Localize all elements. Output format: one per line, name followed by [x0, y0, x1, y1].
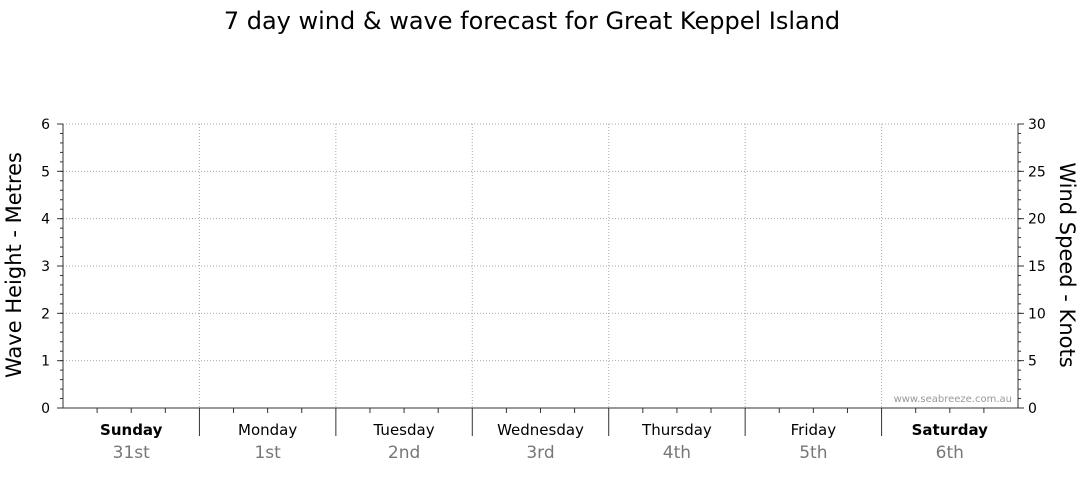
day-name-label: Saturday: [912, 421, 989, 439]
day-name-label: Monday: [238, 421, 297, 439]
left-axis-tick-label: 5: [41, 164, 50, 180]
y-axis-left-label: Wave Height - Metres: [2, 152, 26, 378]
left-axis-tick-label: 6: [41, 117, 50, 133]
chart-title: 7 day wind & wave forecast for Great Kep…: [224, 7, 840, 35]
y-axis-right-label: Wind Speed - Knots: [1055, 162, 1079, 367]
day-name-label: Sunday: [100, 421, 163, 439]
day-name-label: Thursday: [641, 421, 712, 439]
left-axis-tick-label: 2: [41, 306, 50, 322]
left-axis-tick-label: 3: [41, 259, 50, 275]
right-axis-tick-label: 30: [1028, 117, 1046, 133]
day-name-label: Wednesday: [497, 421, 584, 439]
day-label-layer: Sunday 31st Monday 1st Tuesday 2nd Wednesday 3r…: [100, 421, 988, 463]
left-axis-tick-label: 0: [41, 401, 50, 417]
day-date-label: 1st: [254, 443, 281, 463]
right-axis-tick-label: 0: [1028, 401, 1037, 417]
right-axis-tick-label: 10: [1028, 306, 1046, 322]
day-date-label: 4th: [663, 443, 691, 463]
tick-label-layer: 0 1 2 3 4 5 6 0 5 10 15 20 25 30: [41, 117, 1046, 417]
day-date-label: 2nd: [388, 443, 420, 463]
day-date-label: 31st: [113, 443, 150, 463]
day-date-label: 6th: [936, 443, 964, 463]
left-axis-tick-label: 1: [41, 354, 50, 370]
right-axis-tick-label: 15: [1028, 259, 1046, 275]
right-axis-tick-label: 25: [1028, 164, 1046, 180]
day-name-label: Friday: [791, 421, 837, 439]
day-date-label: 3rd: [526, 443, 554, 463]
left-axis-tick-label: 4: [41, 212, 50, 228]
day-date-label: 5th: [799, 443, 827, 463]
right-axis-tick-label: 20: [1028, 212, 1046, 228]
day-name-label: Tuesday: [373, 421, 435, 439]
axis-layer: [57, 123, 1024, 436]
grid-layer: [63, 123, 1018, 408]
right-axis-tick-label: 5: [1028, 354, 1037, 370]
watermark: www.seabreeze.com.au: [894, 394, 1012, 405]
